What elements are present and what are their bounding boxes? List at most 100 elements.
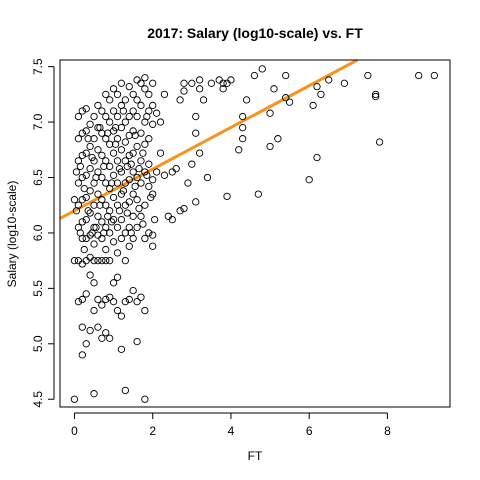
x-tick-label: 6 [306, 424, 313, 438]
data-point [78, 129, 86, 137]
data-point [88, 153, 96, 162]
y-tick-label: 6.0 [31, 224, 45, 241]
data-point [117, 234, 126, 243]
data-point [129, 168, 137, 176]
data-point [235, 146, 243, 154]
data-point [152, 109, 161, 117]
data-point [133, 298, 141, 306]
data-point [113, 223, 122, 232]
data-point [94, 146, 102, 154]
data-point [139, 149, 147, 157]
data-point [115, 164, 124, 173]
data-point [123, 209, 131, 217]
data-point [141, 74, 149, 82]
data-point [98, 334, 106, 342]
data-point [129, 107, 137, 115]
data-point [113, 179, 122, 187]
data-point [107, 218, 116, 226]
data-point [78, 295, 86, 304]
data-point [372, 92, 380, 101]
data-point [84, 207, 92, 215]
data-point [180, 79, 188, 87]
data-point [192, 198, 200, 206]
data-point [117, 312, 126, 320]
data-point [129, 149, 137, 157]
data-point [94, 123, 102, 132]
data-point [176, 96, 184, 104]
data-point [151, 215, 159, 224]
data-point [82, 105, 90, 113]
data-point [143, 171, 151, 179]
fit-line-layer [59, 58, 359, 220]
data-point [109, 107, 118, 115]
data-point [117, 146, 126, 154]
data-point [180, 87, 188, 95]
data-point [145, 229, 153, 237]
data-point [129, 286, 137, 295]
data-point [94, 190, 102, 198]
data-point [375, 138, 384, 146]
data-point [239, 123, 247, 132]
data-point [90, 279, 98, 287]
data-point [372, 90, 380, 99]
data-point [133, 223, 141, 232]
plot-frame [59, 59, 451, 408]
data-point [78, 196, 86, 204]
data-point [137, 293, 145, 301]
data-point [74, 298, 83, 306]
data-point [96, 123, 104, 132]
data-point [145, 90, 153, 99]
data-point [121, 229, 129, 237]
data-point [102, 295, 110, 304]
data-point [340, 79, 349, 87]
data-point [106, 257, 114, 265]
x-tick-label: 8 [384, 424, 391, 438]
data-point [121, 298, 129, 306]
data-point [180, 204, 188, 213]
y-tick-label: 4.5 [31, 391, 45, 408]
data-point [168, 215, 176, 224]
data-point [141, 306, 149, 315]
data-point [74, 135, 83, 143]
data-point [106, 293, 114, 301]
data-point [86, 271, 94, 279]
data-point [149, 120, 157, 128]
data-point [70, 395, 79, 403]
data-point [117, 345, 126, 353]
data-point [145, 160, 153, 168]
data-point [149, 176, 157, 184]
data-point [113, 249, 122, 257]
data-point [100, 229, 108, 237]
data-point [82, 340, 90, 348]
data-point [147, 193, 155, 202]
data-point [141, 395, 149, 403]
data-point [325, 76, 333, 84]
data-point [109, 279, 118, 287]
data-point [121, 257, 129, 265]
data-point [156, 149, 165, 157]
data-point [82, 127, 90, 135]
data-point [149, 242, 157, 250]
data-point [104, 212, 112, 220]
data-point [133, 196, 141, 204]
data-point [70, 257, 79, 265]
x-tick-label: 0 [71, 424, 78, 438]
data-point [109, 85, 118, 93]
data-point [72, 207, 81, 215]
data-point [125, 112, 133, 121]
data-point [317, 90, 325, 99]
data-point [117, 123, 126, 132]
data-point [102, 245, 110, 254]
data-point [82, 193, 90, 202]
data-point [313, 153, 321, 162]
data-point [270, 85, 278, 93]
data-point [90, 112, 98, 121]
y-tick-label: 6.5 [31, 169, 45, 186]
data-point [227, 76, 235, 84]
data-point [102, 329, 110, 337]
data-point [125, 295, 133, 304]
data-point [145, 135, 153, 143]
data-point [92, 173, 100, 182]
data-point [133, 112, 141, 121]
data-point [94, 257, 102, 265]
